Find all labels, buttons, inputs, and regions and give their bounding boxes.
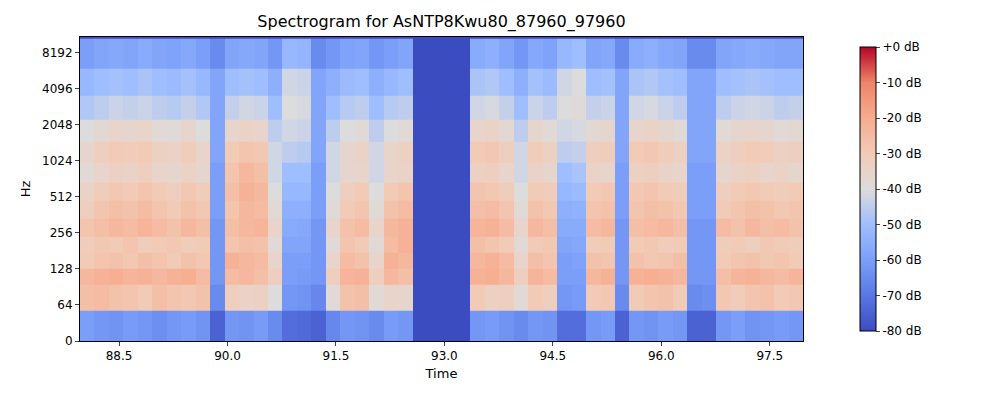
svg-text:-20 dB: -20 dB <box>882 111 921 125</box>
svg-text:-80 dB: -80 dB <box>882 324 921 338</box>
svg-text:-10 dB: -10 dB <box>882 76 921 90</box>
svg-text:4096: 4096 <box>42 82 73 96</box>
svg-text:93.0: 93.0 <box>431 349 458 363</box>
svg-text:2048: 2048 <box>42 118 73 132</box>
svg-text:-70 dB: -70 dB <box>882 289 921 303</box>
svg-text:Time: Time <box>425 366 458 381</box>
svg-text:Spectrogram for AsNTP8Kwu80_87: Spectrogram for AsNTP8Kwu80_87960_97960 <box>257 12 625 32</box>
svg-text:90.0: 90.0 <box>214 349 241 363</box>
svg-text:64: 64 <box>57 298 72 312</box>
svg-text:8192: 8192 <box>42 46 73 60</box>
svg-text:Hz: Hz <box>18 181 33 198</box>
svg-text:91.5: 91.5 <box>323 349 350 363</box>
svg-text:256: 256 <box>50 226 73 240</box>
svg-text:94.5: 94.5 <box>539 349 566 363</box>
svg-text:96.0: 96.0 <box>648 349 675 363</box>
svg-text:-30 dB: -30 dB <box>882 147 921 161</box>
svg-text:+0 dB: +0 dB <box>882 40 919 54</box>
svg-text:512: 512 <box>50 190 73 204</box>
svg-text:-40 dB: -40 dB <box>882 182 921 196</box>
svg-text:1024: 1024 <box>42 154 73 168</box>
svg-text:97.5: 97.5 <box>756 349 783 363</box>
svg-text:88.5: 88.5 <box>106 349 133 363</box>
svg-text:-50 dB: -50 dB <box>882 218 921 232</box>
svg-text:128: 128 <box>50 262 73 276</box>
svg-text:-60 dB: -60 dB <box>882 253 921 267</box>
svg-text:0: 0 <box>65 334 73 348</box>
